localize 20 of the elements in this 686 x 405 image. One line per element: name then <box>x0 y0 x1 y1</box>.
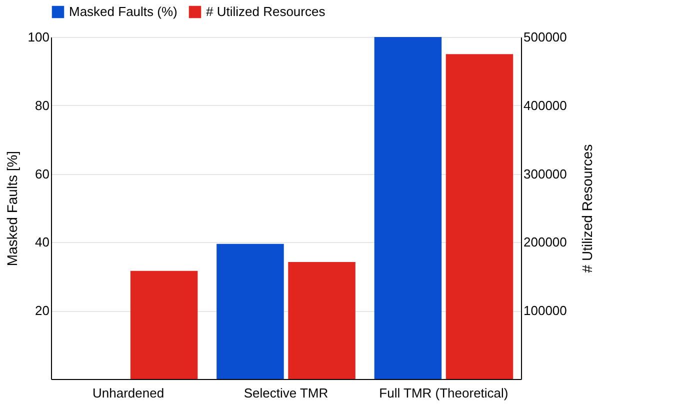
y-tick-label: 20 <box>35 303 50 318</box>
bar <box>446 54 514 379</box>
y2-tick-label: 300000 <box>524 166 567 182</box>
y-axis-title: Masked Faults [%] <box>4 150 20 266</box>
legend-label: # Utilized Resources <box>206 4 326 19</box>
bar <box>130 270 198 379</box>
x-tick-label: Full TMR (Theoretical) <box>379 386 508 400</box>
y-tick-label: 100 <box>28 30 50 44</box>
x-tick-label: Unhardened <box>92 386 164 400</box>
y-tick-label: 60 <box>35 166 50 182</box>
legend-label: Masked Faults (%) <box>69 4 178 19</box>
y2-axis-title: # Utilized Resources <box>578 144 595 273</box>
y2-tick-label: 200000 <box>524 234 567 250</box>
y2-tick-label: 100000 <box>524 303 567 318</box>
y2-tick-label: 400000 <box>524 98 567 113</box>
y-tick-label: 80 <box>35 98 50 113</box>
bar <box>288 262 356 379</box>
y-tick-label: 40 <box>35 234 50 250</box>
x-tick-label: Selective TMR <box>244 386 328 400</box>
y2-tick-label: 500000 <box>524 30 567 44</box>
